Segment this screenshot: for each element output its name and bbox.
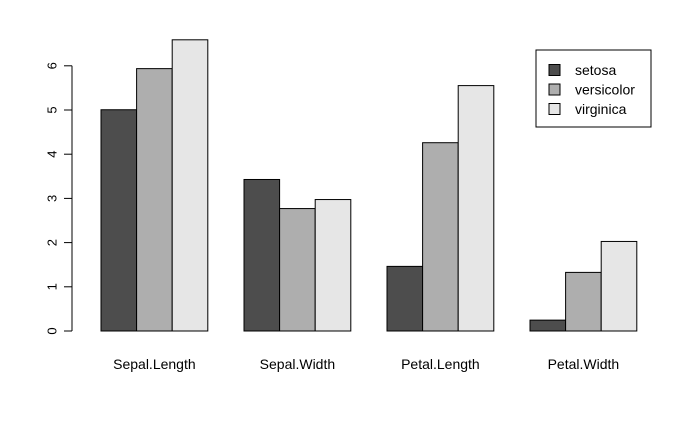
y-axis: 0 1 2 3 4 5 6: [44, 62, 73, 335]
bar-virginica-Sepal.Width: [314, 199, 352, 332]
bar-versicolor-Sepal.Length: [136, 68, 173, 332]
category-labels: Sepal.Length Sepal.Width Petal.Length Petal…: [113, 356, 619, 372]
y-tick-label: 2: [44, 239, 59, 246]
bar-versicolor-Sepal.Width: [279, 208, 316, 332]
bar-versicolor-Petal.Length: [422, 142, 459, 332]
bar-virginica-Petal.Width: [600, 240, 638, 332]
y-tick-label: 5: [44, 106, 59, 113]
y-tick-label: 1: [44, 283, 59, 290]
bar-setosa-Sepal.Length: [100, 109, 138, 332]
y-tick-label: 6: [44, 62, 59, 69]
legend-label-setosa: setosa: [575, 62, 616, 78]
bars: [100, 39, 638, 332]
legend: setosa versicolor virginica: [535, 49, 652, 128]
bar-setosa-Sepal.Width: [243, 178, 281, 332]
legend-swatch-versicolor: [548, 83, 561, 96]
bar-versicolor-Petal.Width: [565, 271, 602, 332]
category-label: Sepal.Width: [260, 356, 335, 372]
bar-setosa-Petal.Width: [529, 319, 567, 332]
legend-swatch-virginica: [548, 103, 561, 115]
bar-virginica-Petal.Length: [457, 85, 495, 332]
category-label: Petal.Length: [401, 356, 480, 372]
legend-label-virginica: virginica: [575, 101, 627, 117]
y-tick-label: 4: [44, 151, 59, 158]
y-tick-label: 0: [44, 327, 59, 334]
category-label: Sepal.Length: [113, 356, 196, 372]
category-label: Petal.Width: [548, 356, 620, 372]
bar-setosa-Petal.Length: [386, 265, 424, 332]
legend-swatch-setosa: [548, 64, 561, 76]
y-tick-label: 3: [44, 195, 59, 202]
bar-virginica-Sepal.Length: [171, 39, 209, 332]
legend-label-versicolor: versicolor: [575, 82, 635, 98]
